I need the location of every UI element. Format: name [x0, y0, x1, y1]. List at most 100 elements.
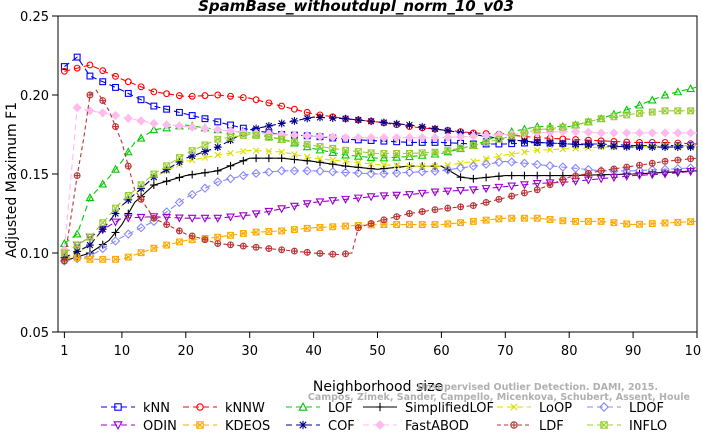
data-point	[610, 113, 618, 121]
data-point	[457, 219, 465, 227]
data-point	[86, 72, 94, 80]
series-line	[64, 64, 698, 145]
data-point	[405, 191, 414, 200]
data-point	[366, 169, 376, 179]
data-point	[572, 217, 580, 225]
data-point	[623, 111, 631, 119]
data-point	[444, 220, 452, 228]
data-point	[355, 159, 362, 166]
legend-label: LOF	[328, 401, 353, 416]
data-point	[393, 150, 401, 157]
data-point	[150, 214, 158, 222]
data-point	[227, 92, 234, 100]
data-point	[404, 133, 415, 143]
data-point	[341, 114, 350, 123]
data-point	[252, 243, 260, 251]
x-tick-label: 60	[433, 344, 450, 359]
data-point	[482, 173, 491, 182]
data-point	[60, 257, 68, 265]
legend-label: kNN	[143, 401, 170, 416]
data-point	[507, 157, 517, 167]
legend-label: ODIN	[143, 419, 177, 434]
data-point	[367, 149, 375, 157]
data-point	[276, 166, 287, 176]
data-point	[290, 226, 298, 234]
data-point	[316, 249, 324, 257]
watermark-reference: Unsupervised Outlier Detection. DAMI, 20…	[417, 382, 658, 393]
legend-item-kdeos: KDEOS	[183, 419, 270, 434]
data-point	[123, 214, 133, 223]
data-point	[469, 174, 478, 183]
data-point	[597, 115, 605, 123]
data-point	[482, 138, 490, 146]
data-point	[600, 421, 608, 429]
data-point	[99, 67, 107, 75]
data-point	[328, 167, 338, 177]
data-point	[571, 140, 580, 149]
data-point	[329, 250, 337, 258]
legend-label: LoOP	[539, 401, 572, 416]
legend-label: LDF	[539, 419, 564, 434]
data-point	[264, 122, 273, 130]
data-point	[290, 138, 299, 147]
data-point	[201, 147, 209, 156]
legend-item-loop: LoOP	[497, 401, 572, 416]
data-point	[546, 181, 554, 189]
data-point	[634, 128, 645, 138]
data-point	[265, 147, 273, 155]
data-point	[162, 120, 172, 130]
x-tick-label: 50	[369, 344, 386, 359]
data-point	[86, 233, 94, 241]
data-point	[328, 147, 338, 156]
data-point	[278, 227, 286, 235]
data-point	[405, 150, 413, 157]
data-point	[635, 143, 644, 152]
data-point	[214, 240, 222, 247]
data-point	[546, 146, 554, 153]
data-point	[252, 154, 260, 163]
data-point	[495, 172, 503, 181]
legend-item-knn: kNN	[101, 401, 170, 416]
data-point	[404, 167, 415, 178]
data-point	[559, 217, 567, 225]
data-point	[214, 118, 222, 126]
data-point	[238, 170, 248, 181]
data-point	[674, 156, 682, 164]
data-point	[431, 221, 439, 229]
data-point	[188, 232, 196, 240]
data-point	[98, 179, 108, 188]
data-point	[597, 217, 605, 225]
data-point	[341, 150, 350, 159]
data-point	[470, 158, 477, 165]
data-point	[277, 119, 286, 128]
series-ldof	[59, 157, 698, 266]
data-point	[150, 88, 158, 96]
data-point	[278, 148, 285, 156]
data-point	[661, 107, 669, 115]
data-point	[175, 173, 184, 182]
data-point	[251, 168, 261, 179]
data-point	[113, 421, 123, 430]
data-point	[353, 194, 363, 203]
data-point	[265, 133, 273, 141]
data-point	[316, 155, 324, 163]
data-point	[366, 193, 376, 202]
data-point	[278, 246, 286, 254]
data-point	[214, 91, 222, 99]
data-point	[174, 121, 185, 131]
x-tick-label: 20	[178, 344, 195, 359]
data-point	[149, 118, 159, 129]
data-point	[443, 165, 453, 175]
data-point	[636, 109, 643, 117]
data-point	[597, 141, 606, 150]
data-point	[227, 149, 234, 157]
data-point	[227, 241, 234, 249]
legend-label: kNNW	[225, 401, 265, 416]
data-point	[521, 189, 528, 197]
data-point	[636, 161, 643, 169]
data-point	[520, 171, 529, 180]
data-point	[98, 225, 107, 234]
data-point	[519, 158, 530, 168]
data-point	[545, 161, 555, 171]
data-point	[111, 218, 120, 227]
